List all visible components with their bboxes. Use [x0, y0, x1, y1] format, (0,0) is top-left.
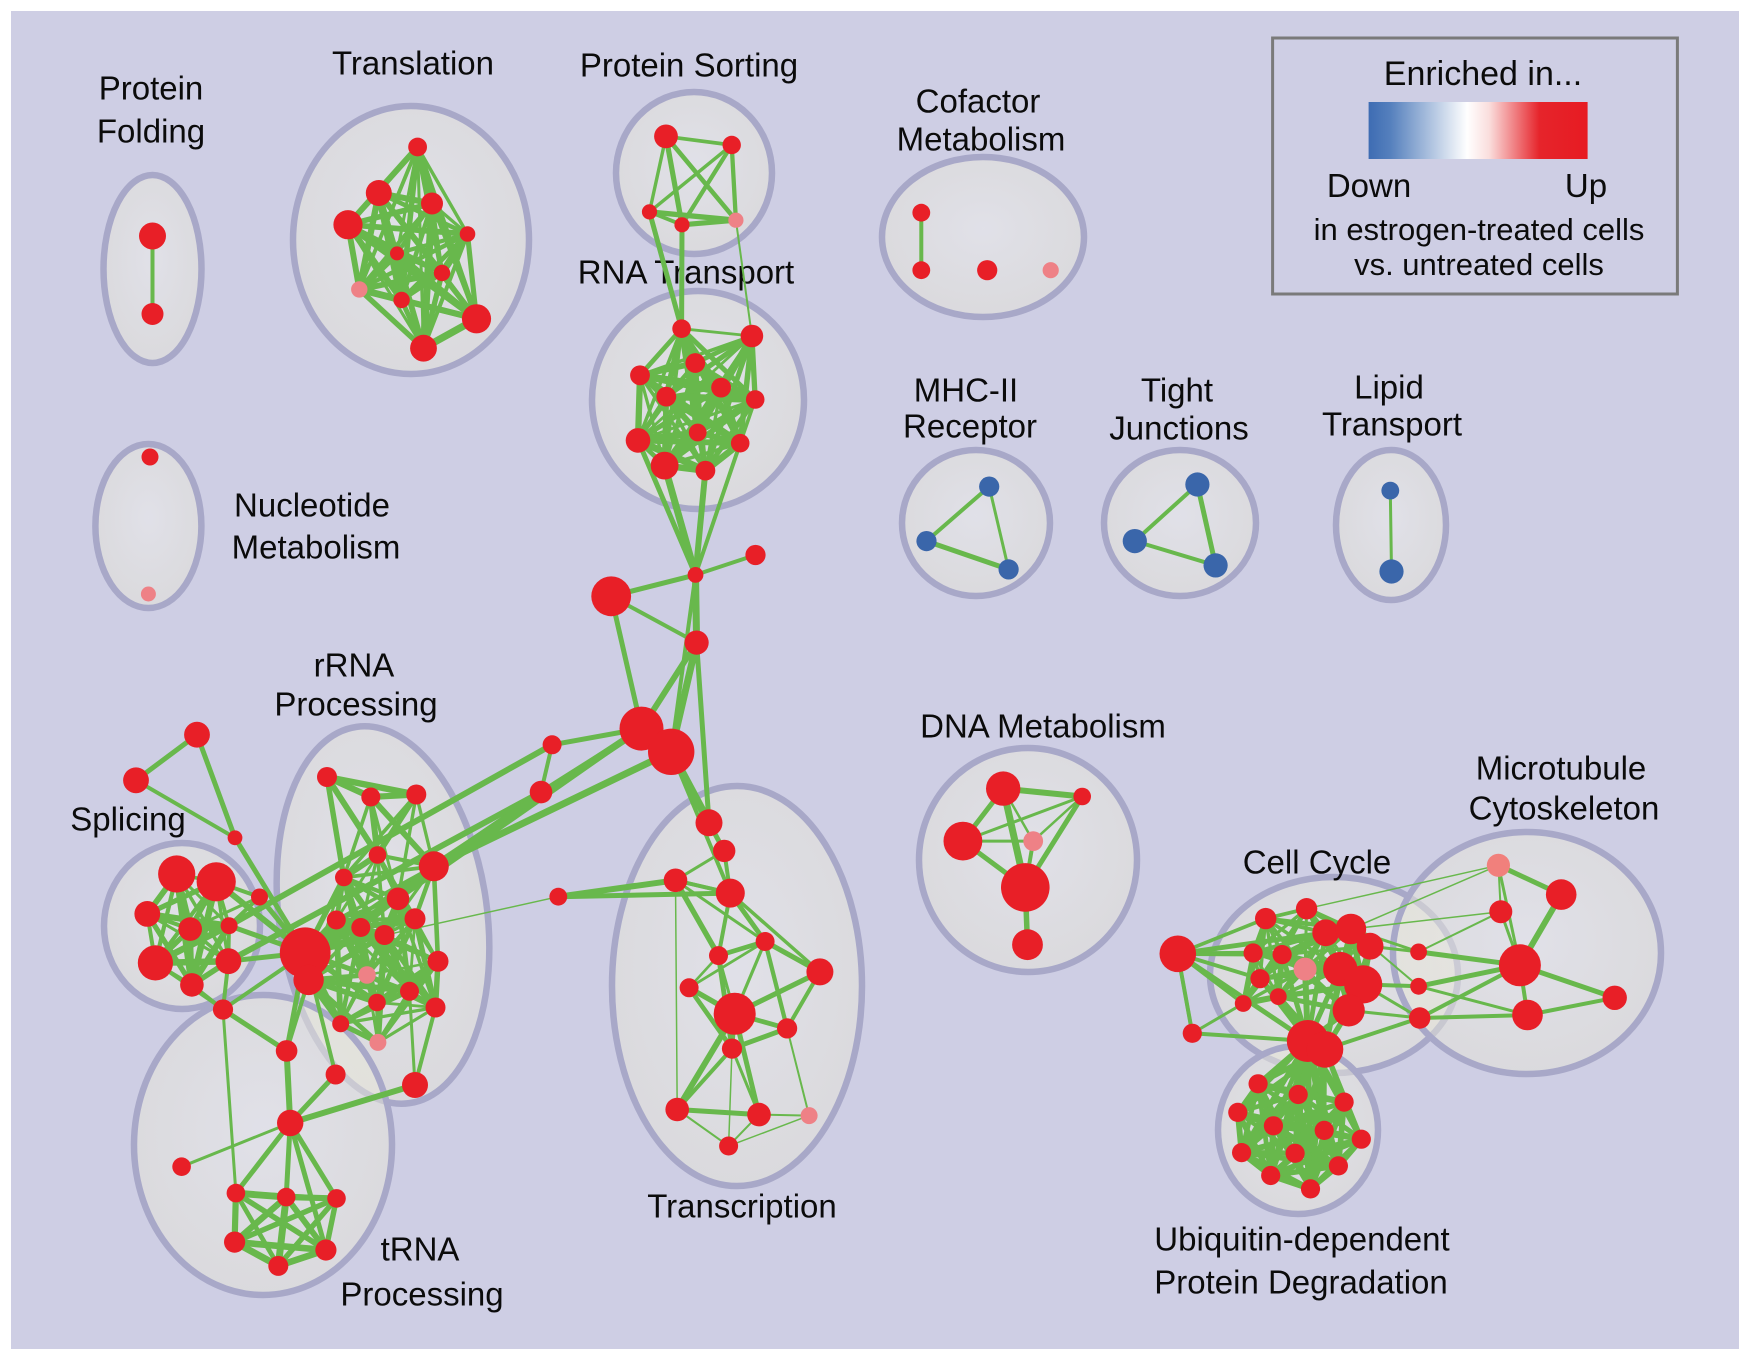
svg-text:Nucleotide: Nucleotide: [234, 487, 390, 524]
svg-text:tRNA: tRNA: [381, 1231, 460, 1268]
svg-text:Transport: Transport: [1322, 406, 1462, 443]
svg-text:vs. untreated cells: vs. untreated cells: [1354, 247, 1604, 282]
svg-text:Protein: Protein: [99, 70, 204, 107]
svg-text:Microtubule: Microtubule: [1476, 750, 1647, 787]
svg-text:Metabolism: Metabolism: [232, 529, 401, 566]
svg-text:Junctions: Junctions: [1109, 410, 1248, 447]
svg-text:Transcription: Transcription: [647, 1188, 837, 1225]
svg-text:Folding: Folding: [97, 113, 205, 150]
svg-text:MHC-II: MHC-II: [914, 372, 1018, 409]
svg-text:Cofactor: Cofactor: [916, 83, 1041, 120]
svg-text:Tight: Tight: [1141, 372, 1213, 409]
svg-text:Processing: Processing: [340, 1276, 503, 1313]
svg-text:Protein Degradation: Protein Degradation: [1154, 1264, 1448, 1301]
svg-text:Cytoskeleton: Cytoskeleton: [1469, 790, 1660, 827]
svg-text:Cell Cycle: Cell Cycle: [1243, 844, 1392, 881]
svg-text:Down: Down: [1327, 167, 1411, 204]
svg-text:Ubiquitin-dependent: Ubiquitin-dependent: [1154, 1221, 1449, 1258]
svg-text:DNA Metabolism: DNA Metabolism: [920, 708, 1166, 745]
svg-text:Protein Sorting: Protein Sorting: [580, 47, 798, 84]
svg-text:Metabolism: Metabolism: [897, 121, 1066, 158]
svg-text:Translation: Translation: [332, 45, 494, 82]
svg-text:Splicing: Splicing: [70, 801, 186, 838]
svg-text:Receptor: Receptor: [903, 408, 1037, 445]
svg-text:Enriched in...: Enriched in...: [1384, 55, 1582, 93]
svg-text:Processing: Processing: [274, 686, 437, 723]
svg-text:RNA Transport: RNA Transport: [578, 254, 794, 291]
svg-text:rRNA: rRNA: [314, 647, 395, 684]
svg-text:in estrogen-treated cells: in estrogen-treated cells: [1314, 212, 1645, 247]
svg-text:Lipid: Lipid: [1354, 369, 1424, 406]
svg-text:Up: Up: [1565, 167, 1607, 204]
